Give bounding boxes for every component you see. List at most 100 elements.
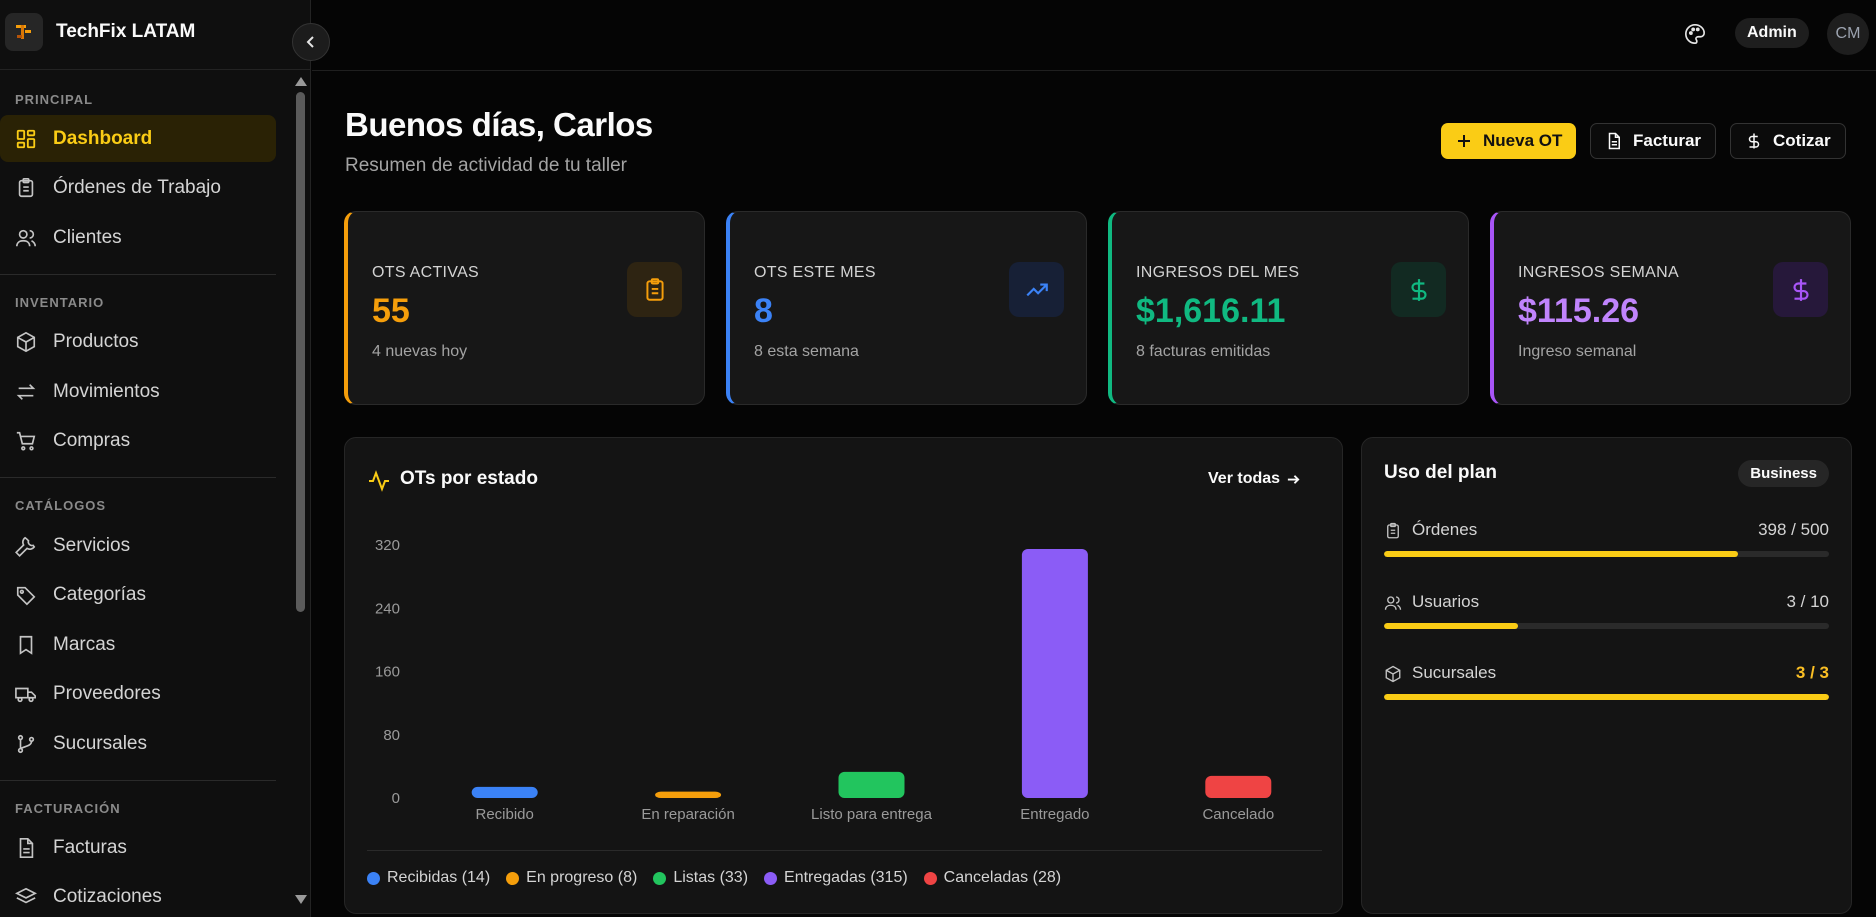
usage-bar-fill [1384, 551, 1739, 557]
sidebar-item-label: Compras [53, 429, 131, 451]
bar-entregado[interactable] [1021, 548, 1088, 798]
file-text-icon [19, 838, 34, 858]
stat-title: OTS ESTE MES [754, 264, 876, 281]
section-title-inventario: INVENTARIO [15, 295, 105, 310]
dashboard-icon [16, 129, 36, 149]
stat-value: $1,616.11 [1136, 292, 1286, 330]
sidebar-item-clientes[interactable]: Clientes [0, 214, 276, 261]
topbar: Admin CM [312, 0, 1876, 71]
bar-recibido[interactable] [471, 786, 538, 798]
plan-row-usuarios: Usuarios 3 / 10 [1384, 592, 1829, 632]
sidebar-item-cotizaciones[interactable]: Cotizaciones [0, 873, 276, 917]
page-title: Buenos días, Carlos [345, 106, 653, 143]
sidebar-item-label: Sucursales [53, 732, 147, 754]
page-subtitle: Resumen de actividad de tu taller [345, 155, 627, 176]
wrench-icon [15, 536, 36, 557]
legend-label: Recibidas (14) [387, 869, 491, 886]
palette-icon [1685, 24, 1705, 44]
nav-divider [0, 274, 276, 275]
sidebar-item-facturas[interactable]: Facturas [0, 824, 276, 871]
sidebar-scrollbar[interactable] [292, 72, 309, 908]
sidebar-item-ordenes[interactable]: Órdenes de Trabajo [0, 164, 276, 211]
plan-panel: Uso del plan Business Órdenes 398 / 500 … [1361, 437, 1852, 914]
sidebar-item-servicios[interactable]: Servicios [0, 522, 276, 569]
sidebar-item-label: Marcas [53, 633, 116, 655]
invoice-button[interactable]: Facturar [1590, 123, 1717, 159]
new-ot-label: Nueva OT [1483, 131, 1563, 150]
sidebar-item-productos[interactable]: Productos [0, 318, 276, 365]
plan-row-value: 3 / 10 [1786, 592, 1829, 611]
cart-icon [16, 431, 36, 451]
legend-item: Entregadas (315) [764, 869, 908, 887]
y-tick-label: 80 [383, 727, 400, 744]
chart-title: OTs por estado [400, 468, 538, 489]
theme-button[interactable] [1681, 20, 1709, 48]
new-ot-button[interactable]: Nueva OT [1441, 123, 1577, 159]
stat-title: OTS ACTIVAS [372, 264, 480, 281]
plan-row-value: 3 / 3 [1795, 663, 1829, 682]
sidebar-item-sucursales[interactable]: Sucursales [0, 720, 276, 767]
stat-value: 8 [754, 292, 773, 330]
arrows-swap-icon [16, 384, 36, 400]
box-icon [1385, 665, 1401, 683]
scroll-up-arrow[interactable] [295, 77, 307, 86]
bar-listo-para-entrega[interactable] [838, 771, 905, 798]
nav-divider [0, 477, 276, 478]
sidebar-item-compras[interactable]: Compras [0, 417, 276, 464]
section-title-principal: PRINCIPAL [15, 92, 94, 107]
plan-row-sucursales: Sucursales 3 / 3 [1384, 663, 1829, 703]
sidebar-item-categorias[interactable]: Categorías [0, 571, 276, 618]
clipboard-icon [627, 262, 682, 317]
stat-card-week-income: INGRESOS SEMANA $115.26 Ingreso semanal [1490, 211, 1851, 405]
scroll-down-arrow[interactable] [295, 895, 307, 904]
x-tick-label: Cancelado [1202, 806, 1274, 823]
see-all-link[interactable]: Ver todas [1208, 470, 1301, 488]
bar-en-reparación[interactable] [655, 791, 722, 798]
plan-row-label: Órdenes [1412, 520, 1478, 539]
brand: TechFix LATAM [0, 0, 311, 70]
sidebar-item-label: Servicios [53, 534, 131, 556]
section-title-facturacion: FACTURACIÓN [15, 801, 121, 816]
box-icon [16, 331, 36, 353]
see-all-label: Ver todas [1208, 470, 1281, 487]
sidebar-item-dashboard[interactable]: Dashboard [0, 115, 276, 162]
plan-row-label: Sucursales [1412, 663, 1497, 682]
legend-label: Canceladas (28) [943, 869, 1062, 886]
collapse-sidebar-button[interactable] [292, 23, 330, 61]
users-icon [1384, 596, 1402, 610]
y-tick-label: 0 [392, 790, 400, 807]
legend-item: Listas (33) [653, 869, 748, 887]
legend-dot [653, 871, 667, 885]
legend-label: En progreso (8) [526, 869, 638, 886]
x-tick-label: Recibido [476, 806, 534, 823]
sidebar-item-movimientos[interactable]: Movimientos [0, 368, 276, 415]
stat-subtitle: 8 esta semana [754, 343, 859, 360]
x-tick-label: En reparación [641, 806, 734, 823]
plus-icon [1458, 135, 1470, 147]
plan-badge: Business [1738, 460, 1829, 487]
legend-item: Recibidas (14) [367, 869, 490, 887]
stat-value: 55 [372, 292, 410, 330]
sidebar-item-label: Clientes [53, 226, 122, 248]
usage-bar-fill [1384, 623, 1518, 629]
legend-item: En progreso (8) [506, 869, 637, 887]
avatar[interactable]: CM [1827, 13, 1869, 55]
sidebar-item-proveedores[interactable]: Proveedores [0, 670, 276, 717]
dollar-icon [1773, 262, 1828, 317]
quote-button[interactable]: Cotizar [1730, 123, 1846, 159]
scroll-thumb[interactable] [296, 92, 305, 612]
stat-subtitle: 8 facturas emitidas [1136, 343, 1271, 360]
bookmark-icon [19, 635, 33, 655]
sidebar-item-marcas[interactable]: Marcas [0, 621, 276, 668]
sidebar-item-label: Proveedores [53, 682, 161, 704]
file-text-icon [1608, 132, 1620, 150]
dollar-icon [1391, 262, 1446, 317]
clipboard-icon [1387, 522, 1399, 539]
legend-label: Entregadas (315) [784, 869, 908, 886]
x-tick-label: Listo para entrega [811, 806, 933, 823]
bar-cancelado[interactable] [1205, 775, 1272, 798]
stat-title: INGRESOS SEMANA [1518, 264, 1679, 281]
nav-divider [0, 780, 276, 781]
tag-icon [16, 586, 36, 606]
sidebar-item-label: Movimientos [53, 380, 160, 402]
